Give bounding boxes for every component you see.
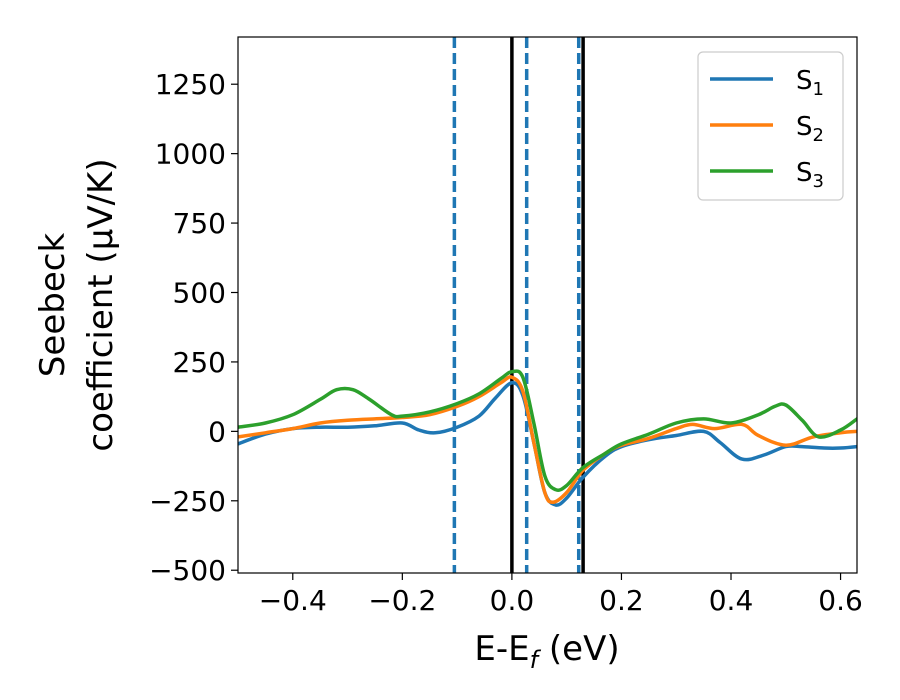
y-axis-label-line2: coefficient (μV/K) bbox=[81, 158, 121, 451]
y-axis-label-line1: Seebeck bbox=[33, 233, 73, 378]
x-tick-label: 0.6 bbox=[818, 584, 863, 617]
x-axis-label-unit: (eV) bbox=[538, 629, 620, 669]
y-tick-label: 500 bbox=[173, 277, 226, 310]
series-line-s2 bbox=[238, 375, 857, 504]
y-tick-label: 1000 bbox=[155, 138, 226, 171]
x-tick-label: 0.2 bbox=[599, 584, 644, 617]
x-axis-label: E-Ef (eV) bbox=[474, 629, 619, 674]
plot-frame bbox=[237, 36, 858, 574]
y-tick-label: −250 bbox=[149, 485, 226, 518]
legend-label-s2: S2 bbox=[796, 112, 824, 146]
axes: −0.4 −0.2 0.0 0.2 0.4 0.6 −500 −250 0 250 500 750 10… bbox=[149, 36, 863, 617]
series-line-s1 bbox=[238, 381, 857, 507]
y-tick-label: 0 bbox=[208, 415, 226, 448]
x-tick-label: 0.0 bbox=[490, 584, 535, 617]
x-axis-label-main: E-E bbox=[474, 629, 529, 669]
legend-label-s3: S3 bbox=[796, 158, 824, 192]
y-tick-label: 1250 bbox=[155, 68, 226, 101]
x-tick-label: −0.4 bbox=[259, 584, 327, 617]
x-tick-label: −0.2 bbox=[368, 584, 436, 617]
series-line-s3 bbox=[238, 369, 857, 492]
y-tick-label: 750 bbox=[173, 207, 226, 240]
legend: S1 S2 S3 bbox=[697, 51, 844, 201]
legend-label-s1: S1 bbox=[796, 66, 824, 100]
y-tick-label: −500 bbox=[149, 554, 226, 587]
plot-area bbox=[238, 37, 857, 573]
x-tick-label: 0.4 bbox=[709, 584, 754, 617]
y-tick-label: 250 bbox=[173, 346, 226, 379]
